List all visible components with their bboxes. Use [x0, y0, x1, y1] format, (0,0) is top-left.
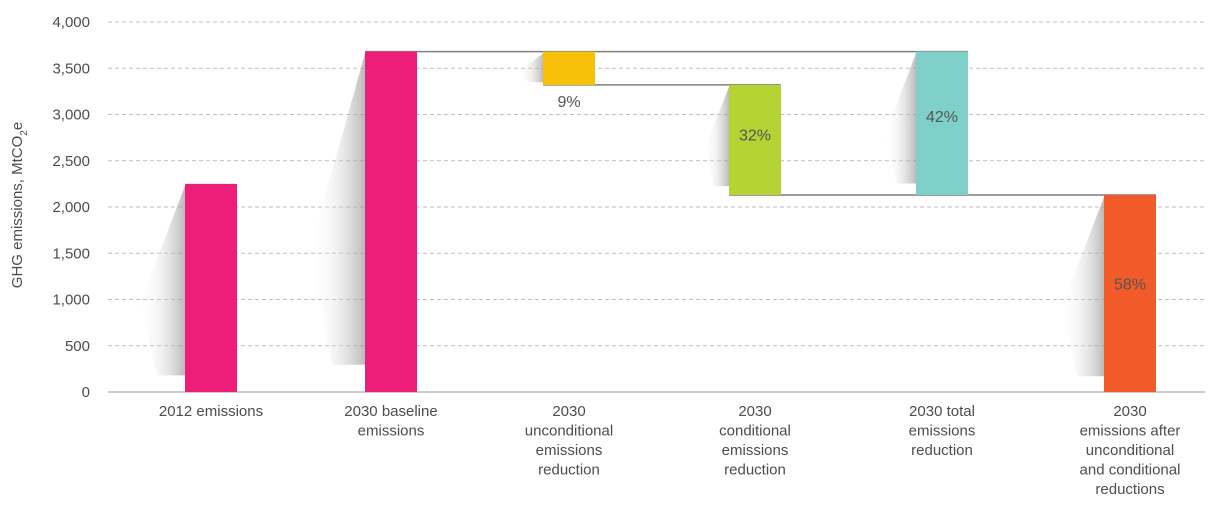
bar — [916, 51, 968, 195]
category-label: 2030 unconditional emissions reduction — [525, 403, 613, 479]
gridlines — [108, 21, 1205, 393]
bar — [1104, 194, 1156, 392]
data-label: 9% — [557, 94, 580, 111]
bar-shadow — [139, 185, 185, 376]
category-label: 2012 emissions — [159, 403, 263, 420]
category-label: 2030 emissions after unconditional and cond… — [1080, 403, 1181, 498]
y-tick-label: 0 — [82, 384, 90, 401]
y-axis-ticks: 0 500 1,000 1,500 2,000 2,500 3,000 3,500 4,000 — [52, 14, 90, 401]
y-tick-label: 2,500 — [52, 153, 90, 170]
bar — [185, 183, 237, 392]
bar-shadow — [1060, 196, 1104, 377]
y-tick-label: 500 — [65, 338, 90, 355]
bar — [729, 84, 781, 195]
category-labels: 2012 emissions 2030 baseline emissions 2030… — [159, 403, 1181, 498]
bar-shadow — [884, 53, 916, 184]
y-tick-label: 1,500 — [52, 245, 90, 262]
y-tick-label: 2,000 — [52, 199, 90, 216]
bar-shadow — [518, 53, 543, 83]
y-axis-label: GHG emissions, MtCO2e — [9, 122, 30, 288]
data-label: 32% — [739, 127, 771, 144]
data-label: 42% — [926, 109, 958, 126]
bar-shadow — [310, 53, 365, 365]
y-axis-label-main: GHG emissions, MtCO — [9, 136, 26, 289]
y-tick-label: 1,000 — [52, 292, 90, 309]
bar — [365, 51, 417, 392]
y-tick-label: 3,500 — [52, 60, 90, 77]
category-label: 2030 conditional emissions reduction — [719, 403, 791, 479]
data-labels: 9% 32% 42% 58% — [557, 94, 1146, 294]
data-label: 58% — [1114, 277, 1146, 294]
y-axis-label-subscript: 2 — [19, 130, 30, 136]
bar-shadow — [704, 86, 729, 187]
y-tick-label: 4,000 — [52, 14, 90, 31]
bars — [185, 51, 1156, 392]
bar-shadows — [139, 53, 1104, 377]
y-axis-label-end: e — [9, 122, 26, 130]
y-tick-label: 3,000 — [52, 107, 90, 124]
bar — [543, 51, 595, 85]
category-label: 2030 baseline emissions — [344, 403, 437, 440]
category-label: 2030 total emissions reduction — [909, 403, 976, 459]
